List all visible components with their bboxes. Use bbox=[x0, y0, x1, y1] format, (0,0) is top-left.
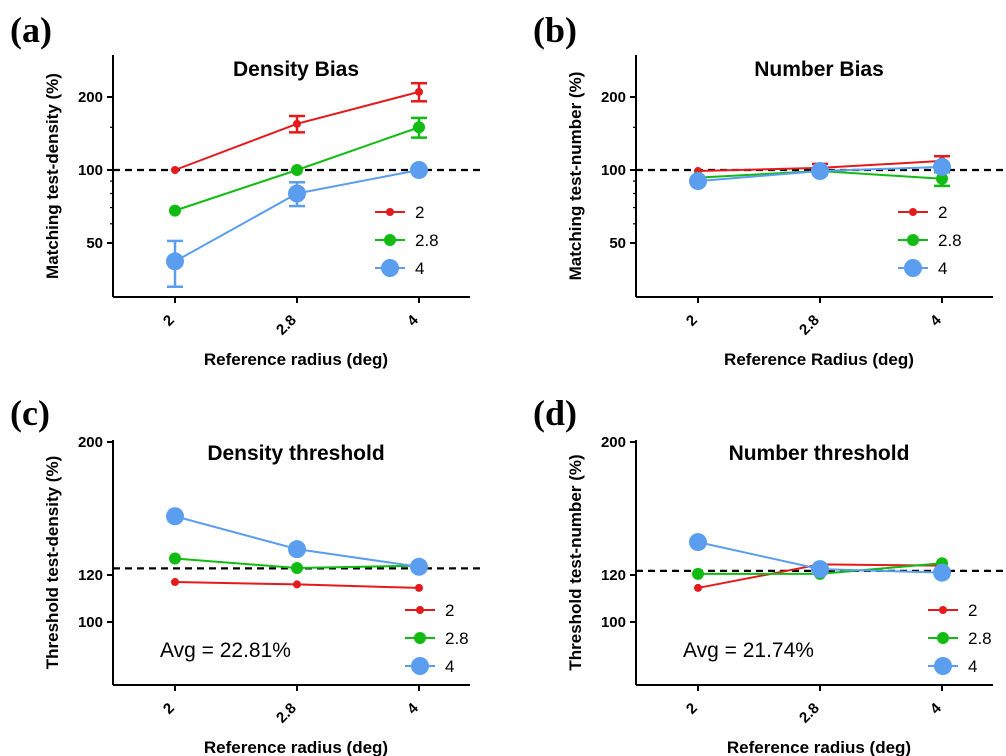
y-axis-label: Matching test-density (%) bbox=[43, 73, 62, 279]
x-tick-label: 2.8 bbox=[796, 700, 823, 727]
data-point bbox=[692, 567, 704, 580]
data-point bbox=[415, 87, 423, 96]
x-tick-label: 2 bbox=[683, 700, 701, 718]
x-axis-label: Reference radius (deg) bbox=[204, 738, 388, 756]
y-tick-label: 50 bbox=[609, 235, 626, 252]
legend-label: 4 bbox=[415, 259, 424, 278]
panel-letter: (a) bbox=[10, 10, 52, 50]
data-point bbox=[169, 204, 181, 217]
panel-title: Number Bias bbox=[754, 58, 884, 81]
panel-title: Number threshold bbox=[729, 442, 910, 465]
avg-annotation: Avg = 22.81% bbox=[160, 639, 291, 662]
legend-label: 2.8 bbox=[968, 629, 992, 648]
data-point bbox=[933, 563, 951, 582]
legend-label: 2 bbox=[415, 203, 424, 222]
y-axis-label: Matching test-number (%) bbox=[566, 72, 585, 281]
x-tick-label: 4 bbox=[927, 311, 945, 329]
panel-d: (d) Number threshold 100 120 200 2 2.8 4 Referen… bbox=[533, 393, 1006, 756]
data-point bbox=[166, 252, 184, 271]
legend-marker bbox=[384, 234, 396, 246]
data-point bbox=[293, 119, 301, 128]
y-tick-label: 200 bbox=[601, 434, 626, 451]
data-point bbox=[410, 557, 428, 576]
data-point bbox=[288, 540, 306, 559]
data-point bbox=[166, 507, 184, 526]
y-tick-label: 100 bbox=[78, 614, 103, 631]
y-tick-label: 120 bbox=[601, 567, 626, 584]
legend-marker bbox=[414, 632, 426, 644]
legend-marker bbox=[411, 657, 429, 675]
data-point bbox=[413, 121, 425, 134]
x-axis-label: Reference Radius (deg) bbox=[724, 350, 914, 369]
legend-marker bbox=[937, 632, 949, 644]
panel-letter: (c) bbox=[10, 393, 50, 433]
panel-letter: (b) bbox=[533, 10, 577, 50]
x-axis-label: Reference radius (deg) bbox=[204, 350, 388, 369]
data-point bbox=[933, 157, 951, 176]
panel-title: Density Bias bbox=[233, 58, 359, 81]
panel-a: (a) Density Bias 50 100 200 2 2.8 4 Reference ra… bbox=[10, 10, 483, 369]
avg-annotation: Avg = 21.74% bbox=[683, 639, 814, 662]
x-tick-label: 2.8 bbox=[273, 700, 300, 727]
y-tick-label: 200 bbox=[78, 89, 103, 106]
legend-marker bbox=[907, 234, 919, 246]
y-tick-label: 120 bbox=[78, 567, 103, 584]
data-point bbox=[291, 561, 303, 574]
x-tick-label: 2.8 bbox=[273, 312, 300, 339]
y-tick-label: 200 bbox=[601, 89, 626, 106]
legend-marker bbox=[416, 606, 424, 614]
legend-marker bbox=[939, 606, 947, 614]
data-point bbox=[689, 172, 707, 191]
data-point bbox=[811, 162, 829, 181]
y-axis-label: Threshold test-density (%) bbox=[43, 456, 62, 669]
legend-label: 2.8 bbox=[445, 629, 469, 648]
legend-label: 2.8 bbox=[938, 231, 962, 250]
x-axis-label: Reference radius (deg) bbox=[727, 738, 911, 756]
data-point bbox=[694, 583, 702, 592]
x-tick-label: 2 bbox=[683, 312, 701, 330]
x-tick-label: 4 bbox=[927, 699, 945, 717]
data-point bbox=[689, 533, 707, 552]
legend-label: 2 bbox=[445, 601, 454, 620]
data-point bbox=[291, 164, 303, 176]
data-point bbox=[936, 172, 948, 185]
legend-label: 4 bbox=[938, 259, 947, 278]
panel-c: (c) Density threshold 100 120 200 2 2.8 4 Refere… bbox=[10, 393, 483, 756]
x-tick-label: 2 bbox=[160, 312, 178, 330]
y-tick-label: 100 bbox=[78, 162, 103, 179]
legend-marker bbox=[909, 208, 917, 216]
x-tick-label: 2 bbox=[160, 700, 178, 718]
data-point bbox=[410, 161, 428, 179]
y-tick-label: 200 bbox=[78, 434, 103, 451]
legend-label: 4 bbox=[445, 657, 454, 676]
legend-label: 4 bbox=[968, 657, 977, 676]
legend-label: 2 bbox=[968, 601, 977, 620]
x-tick-label: 2.8 bbox=[796, 312, 823, 339]
panel-title: Density threshold bbox=[207, 442, 384, 465]
legend-label: 2 bbox=[938, 203, 947, 222]
panel-b: (b) Number Bias 50 100 200 2 2.8 4 Reference Rad… bbox=[533, 10, 1006, 369]
legend-label: 2.8 bbox=[415, 231, 439, 250]
y-tick-label: 100 bbox=[601, 162, 626, 179]
panel-letter: (d) bbox=[533, 393, 577, 433]
y-tick-label: 100 bbox=[601, 614, 626, 631]
data-point bbox=[415, 583, 423, 592]
legend-marker bbox=[386, 208, 394, 216]
y-axis-label: Threshold test-number (%) bbox=[566, 454, 585, 670]
data-point bbox=[293, 580, 301, 589]
data-point bbox=[171, 166, 179, 174]
data-point bbox=[169, 552, 181, 565]
y-tick-label: 50 bbox=[86, 235, 103, 252]
x-tick-label: 4 bbox=[404, 311, 422, 329]
x-tick-label: 4 bbox=[404, 699, 422, 717]
legend-marker bbox=[381, 259, 399, 277]
data-point bbox=[171, 578, 179, 587]
legend-marker bbox=[934, 657, 952, 675]
data-point bbox=[811, 560, 829, 579]
data-point bbox=[288, 184, 306, 203]
legend-marker bbox=[904, 259, 922, 277]
